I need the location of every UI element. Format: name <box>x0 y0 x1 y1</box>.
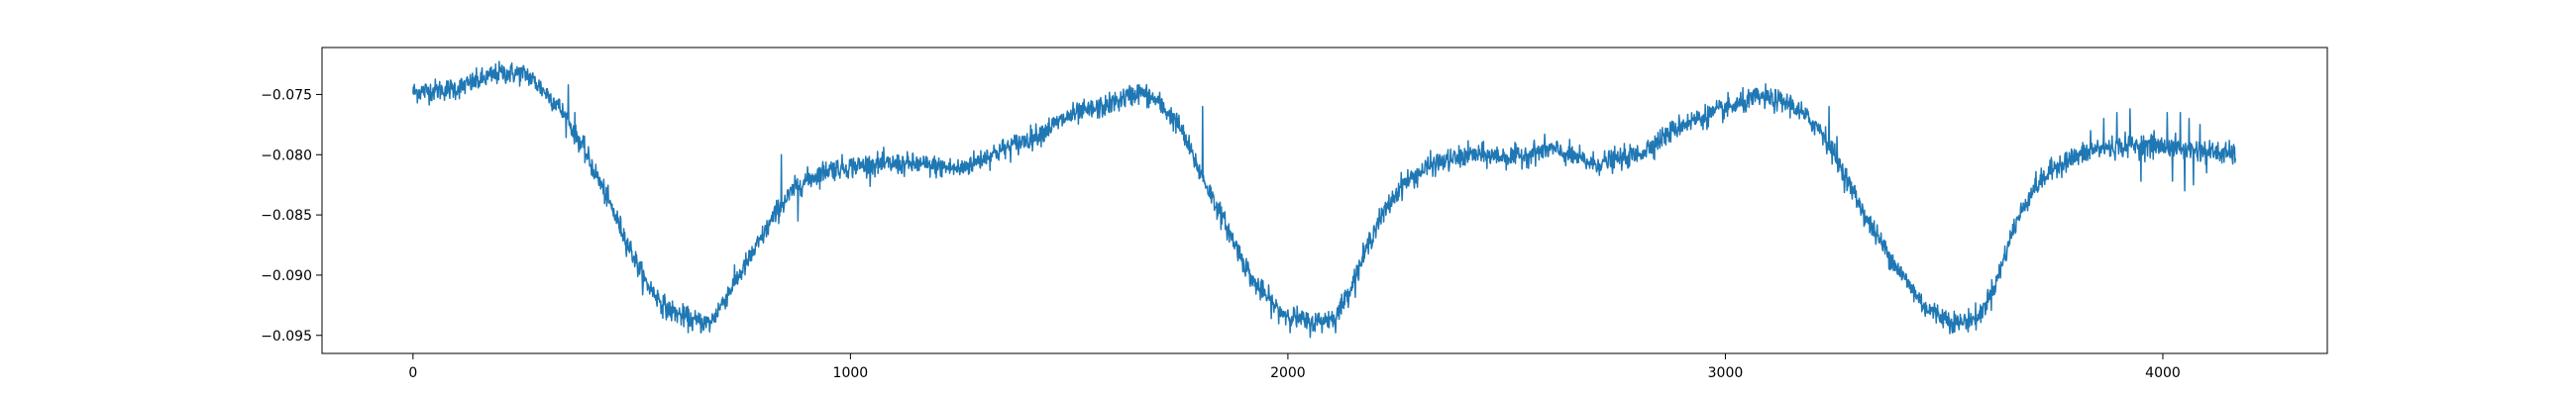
plot-frame <box>321 47 2328 354</box>
y-axis: −0.075 −0.080 −0.085 −0.090 −0.095 <box>261 87 322 345</box>
x-tick-label: 2000 <box>1270 365 1306 381</box>
x-tick-label: 3000 <box>1708 365 1744 381</box>
y-tick-label: −0.080 <box>261 148 312 163</box>
x-tick-label: 1000 <box>833 365 869 381</box>
x-axis: 0 1000 2000 3000 4000 <box>408 353 2181 381</box>
y-tick-label: −0.095 <box>261 329 312 345</box>
y-tick-label: −0.075 <box>261 87 312 103</box>
x-tick-label: 4000 <box>2145 365 2181 381</box>
x-tick-label: 0 <box>408 365 417 381</box>
y-tick-label: −0.085 <box>261 208 312 224</box>
y-tick-label: −0.090 <box>261 268 312 284</box>
series-layer <box>412 60 2237 339</box>
series-line <box>412 60 2237 339</box>
